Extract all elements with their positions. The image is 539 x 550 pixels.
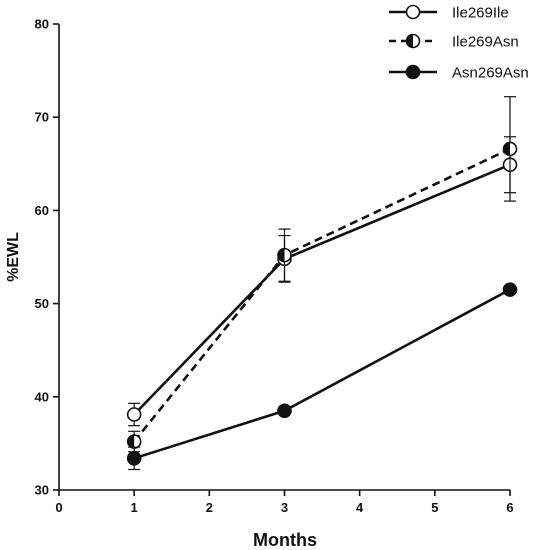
x-tick-label: 5 [431, 500, 438, 515]
data-point [126, 407, 142, 422]
x-tick-label: 1 [131, 500, 138, 515]
series-layer [126, 96, 518, 471]
series-ile269ile [126, 136, 518, 427]
y-axis-title: %EWL [5, 232, 22, 282]
y-tick-label: 50 [35, 296, 49, 311]
x-axis-title: Months [253, 530, 317, 550]
legend-marker [405, 33, 421, 49]
marker-half-fill [406, 34, 413, 48]
legend-label: Asn269Asn [452, 65, 529, 82]
series-ile269asn [126, 96, 518, 453]
legend: Ile269Ile Ile269Asn Asn269Asn [389, 5, 529, 82]
series-line [133, 147, 511, 443]
marker-half-fill [503, 142, 510, 156]
x-tick-label: 2 [206, 500, 213, 515]
x-tick-label: 4 [356, 500, 364, 515]
y-tick-label: 30 [35, 483, 49, 498]
y-tick-label: 70 [35, 110, 49, 125]
legend-marker [405, 4, 421, 20]
legend-label: Ile269Asn [452, 34, 519, 51]
x-tick-label: 0 [55, 500, 62, 515]
marker-circle [126, 407, 142, 422]
legend-marker [405, 64, 421, 80]
legend-item: Ile269Asn [389, 34, 519, 51]
marker-circle [405, 4, 421, 20]
marker-circle [405, 64, 421, 80]
legend-item: Asn269Asn [389, 65, 529, 82]
legend-label: Ile269Ile [452, 5, 509, 22]
marker-circle [277, 403, 292, 419]
data-point [277, 403, 292, 419]
data-point [126, 434, 142, 449]
data-point [126, 451, 142, 466]
series-line [133, 288, 511, 460]
marker-half-fill [278, 248, 285, 262]
marker-circle [502, 282, 518, 297]
y-tick-label: 40 [35, 389, 49, 404]
x-tick-label: 6 [506, 500, 513, 515]
axes: 30 40 50 60 70 80 0 1 2 3 4 5 6 [35, 17, 514, 516]
series-asn269asn [126, 282, 518, 471]
data-point [502, 282, 518, 297]
y-tick-label: 60 [35, 203, 49, 218]
x-tick-label: 3 [281, 500, 288, 515]
series-line [133, 163, 511, 416]
y-tick-label: 80 [35, 17, 49, 32]
data-point [502, 141, 518, 157]
marker-half-fill [127, 435, 135, 449]
data-point [277, 247, 292, 263]
marker-circle [126, 451, 142, 466]
legend-item: Ile269Ile [389, 5, 509, 22]
